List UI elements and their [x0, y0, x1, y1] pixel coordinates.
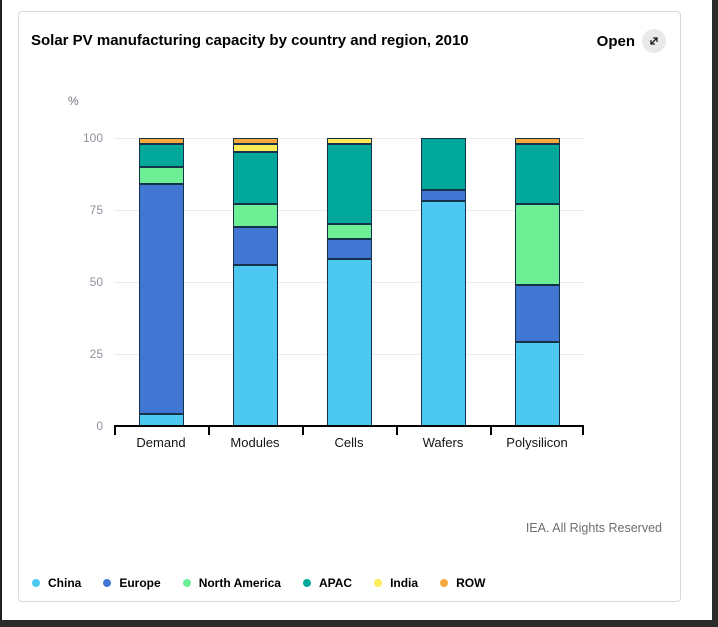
chart-title: Solar PV manufacturing capacity by count… — [31, 32, 469, 49]
chart-legend: China Europe North America APAC India ROW — [32, 576, 485, 590]
x-axis-tick — [396, 427, 398, 435]
bar-segment-modules-north-america[interactable] — [232, 204, 278, 228]
bar-segment-wafers-apac[interactable] — [420, 138, 466, 190]
legend-dot-icon — [440, 579, 449, 587]
legend-dot-icon — [103, 579, 112, 587]
window-bottom-edge — [0, 620, 718, 627]
category-label-wafers: Wafers — [422, 435, 464, 450]
legend-item-india[interactable]: India — [374, 576, 418, 590]
bar-segment-polysilicon-europe[interactable] — [514, 284, 560, 343]
legend-dot-icon — [182, 579, 191, 587]
bar-segment-cells-india[interactable] — [326, 138, 372, 144]
y-axis-label-50: 50 — [89, 275, 103, 289]
legend-item-row[interactable]: ROW — [440, 576, 485, 590]
bar-segment-demand-row[interactable] — [138, 138, 184, 144]
bar-segment-cells-europe[interactable] — [326, 238, 372, 259]
bar-segment-modules-china[interactable] — [232, 264, 278, 426]
bar-segment-modules-apac[interactable] — [232, 152, 278, 205]
bar-segment-demand-apac[interactable] — [138, 143, 184, 167]
y-axis-label-0: 0 — [96, 419, 103, 433]
x-axis-tick — [490, 427, 492, 435]
category-label-cells: Cells — [334, 435, 364, 450]
copyright-text: IEA. All Rights Reserved — [525, 521, 662, 535]
bar-segment-cells-north-america[interactable] — [326, 224, 372, 239]
legend-label: ROW — [456, 576, 486, 590]
category-label-polysilicon: Polysilicon — [506, 435, 568, 450]
legend-dot-icon — [302, 579, 311, 587]
legend-item-europe[interactable]: Europe — [103, 576, 161, 590]
window-right-edge — [712, 0, 718, 627]
legend-item-apac[interactable]: APAC — [302, 576, 353, 590]
legend-label: Europe — [119, 576, 161, 590]
legend-dot-icon — [32, 579, 40, 587]
bar-segment-wafers-europe[interactable] — [420, 189, 466, 202]
bar-segment-modules-row[interactable] — [232, 138, 278, 144]
plot-area: 0 25 50 75 100 Demand Modules Cells Wafers Polysi… — [83, 131, 584, 450]
bar-segment-modules-india[interactable] — [232, 143, 278, 153]
legend-dot-icon — [374, 579, 383, 587]
open-button-label: Open — [596, 32, 635, 50]
category-label-modules: Modules — [230, 435, 280, 450]
category-label-demand: Demand — [136, 435, 186, 450]
bar-segment-demand-north-america[interactable] — [138, 166, 184, 185]
legend-label: APAC — [318, 576, 353, 590]
x-axis-tick — [582, 427, 584, 435]
x-axis-tick — [302, 427, 304, 435]
bar-segment-cells-china[interactable] — [326, 258, 372, 426]
legend-label: North America — [198, 576, 281, 590]
y-axis-label-25: 25 — [89, 347, 103, 361]
open-button[interactable]: Open — [597, 29, 666, 53]
x-axis-line — [114, 425, 584, 427]
window-left-edge — [0, 0, 2, 627]
chart-card: Solar PV manufacturing capacity by count… — [18, 11, 681, 602]
x-axis-tick — [114, 427, 116, 435]
bar-segment-demand-europe[interactable] — [138, 184, 184, 415]
bar-segment-polysilicon-apac[interactable] — [514, 143, 560, 205]
bar-segment-polysilicon-row[interactable] — [514, 138, 560, 144]
bar-segment-modules-europe[interactable] — [232, 227, 278, 265]
bar-segment-wafers-china[interactable] — [420, 201, 466, 426]
bar-segment-polysilicon-china[interactable] — [514, 342, 560, 426]
legend-item-north-america[interactable]: North America — [182, 576, 281, 590]
y-axis-unit-label: % — [68, 94, 79, 108]
bar-segment-polysilicon-north-america[interactable] — [514, 204, 560, 285]
y-axis-label-100: 100 — [82, 131, 103, 145]
y-axis-label-75: 75 — [89, 203, 103, 217]
legend-label: India — [390, 576, 419, 590]
legend-label: China — [48, 576, 82, 590]
bar-segment-cells-apac[interactable] — [326, 143, 372, 225]
card-header: Solar PV manufacturing capacity by count… — [31, 29, 666, 53]
expand-diagonal-arrow-icon[interactable] — [642, 29, 666, 53]
x-axis-tick — [208, 427, 210, 435]
legend-item-china[interactable]: China — [32, 576, 81, 590]
